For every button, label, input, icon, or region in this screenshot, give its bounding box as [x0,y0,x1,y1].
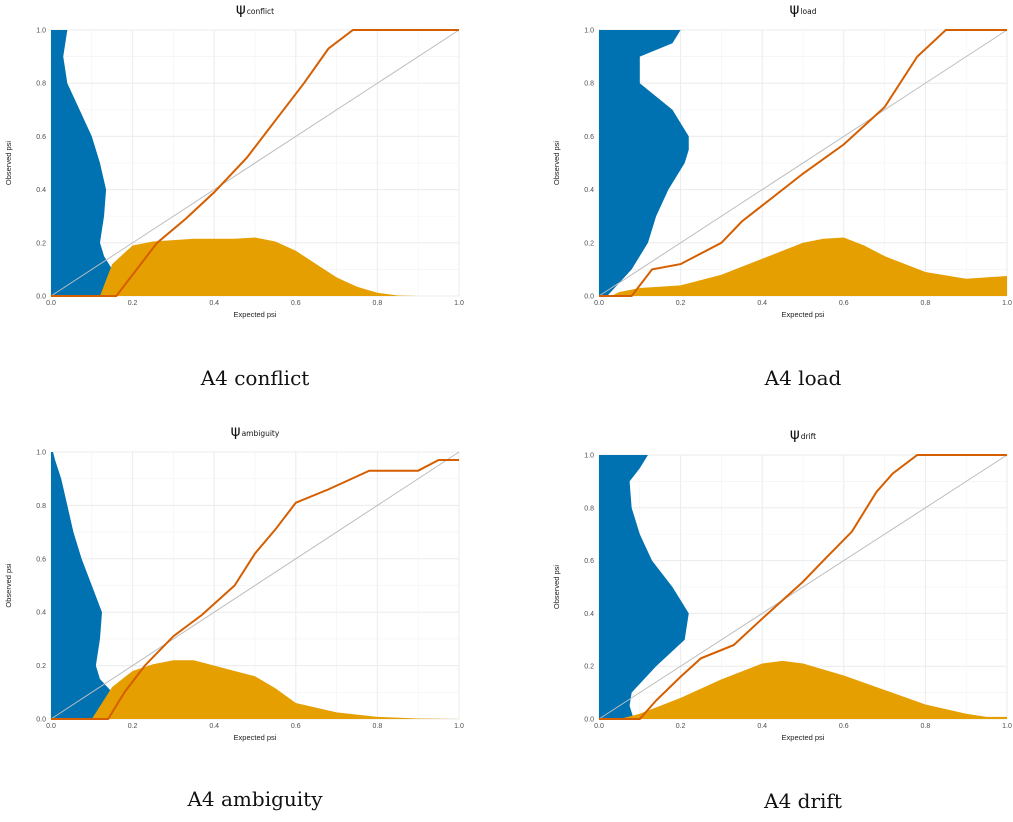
y-tick-label: 0.6 [36,134,46,141]
y-tick-label: 0.0 [36,717,46,724]
x-tick-label: 0.8 [921,300,931,307]
x-tick-label: 0.0 [46,723,56,730]
x-tick-label: 0.6 [291,300,301,307]
x-tick-label: 0.6 [291,723,301,730]
panel-ambiguity: 0.00.0 0.2 0.2 0.4 0.4 0.6 0.6 0.8 0.8 1.0 1.0 Expe… [4,422,464,742]
expected-density-area [611,237,1007,296]
panel-title: ψdrift [790,425,816,443]
panel-conflict: 0.00.0 0.2 0.2 0.4 0.4 0.6 0.6 0.8 0.8 1.0 1.0 Expe… [4,0,464,319]
y-tick-label: 0.8 [36,503,46,510]
expected-density-area [619,660,1007,719]
y-tick-label: 0.2 [584,240,594,247]
y-tick-label: 0.2 [36,240,46,247]
panel-title: ψconflict [236,0,274,18]
title-subscript: conflict [247,7,274,16]
x-tick-label: 1.0 [1002,300,1012,307]
x-tick-label: 0.4 [757,300,767,307]
x-tick-label: 0.2 [128,723,138,730]
title-psi-symbol: ψ [790,0,800,18]
x-tick-label: 0.2 [128,300,138,307]
expected-density-area [91,660,460,719]
y-tick-label: 0.4 [36,187,46,194]
x-axis-label: Expected psi [782,733,825,742]
y-tick-label: 1.0 [584,453,594,460]
observed-density-area [599,30,689,296]
x-axis-label: Expected psi [782,310,825,319]
x-tick-label: 0.6 [839,300,849,307]
y-tick-label: 0.0 [36,294,46,301]
y-tick-label: 1.0 [584,28,594,35]
y-tick-label: 0.2 [36,663,46,670]
x-tick-label: 0.4 [209,300,219,307]
x-tick-label: 0.6 [839,723,849,730]
panel-title: ψambiguity [231,422,280,440]
x-tick-label: 0.4 [757,723,767,730]
x-tick-label: 0.0 [46,300,56,307]
title-psi-symbol: ψ [236,0,246,18]
x-tick-label: 0.0 [594,723,604,730]
calibration-line [599,454,1007,720]
y-tick-label: 0.6 [36,556,46,563]
diagonal-reference-line [598,29,1008,297]
x-axis-label: Expected psi [234,310,277,319]
x-tick-label: 0.2 [676,300,686,307]
y-axis-label: Observed psi [552,141,561,186]
y-tick-label: 0.6 [584,134,594,141]
y-tick-label: 0.4 [584,187,594,194]
observed-density-area [51,30,141,296]
x-tick-label: 0.8 [373,723,383,730]
title-subscript: drift [801,432,816,441]
x-tick-label: 0.0 [594,300,604,307]
expected-density-area [99,237,460,296]
y-axis-label: Observed psi [4,141,13,186]
y-tick-label: 0.2 [584,664,594,671]
caption-a4-ambiguity: A4 ambiguity [187,787,323,811]
y-tick-label: 0.4 [36,610,46,617]
y-tick-label: 0.4 [584,611,594,618]
panel-title: ψload [790,0,817,18]
x-tick-label: 1.0 [454,723,464,730]
panel-drift: 0.00.0 0.2 0.2 0.4 0.4 0.6 0.6 0.8 0.8 1.0 1.0 Expe… [552,425,1012,742]
caption-a4-load: A4 load [764,366,842,390]
diagonal-reference-line [598,454,1008,720]
title-psi-symbol: ψ [790,425,800,443]
x-tick-label: 0.2 [676,723,686,730]
title-subscript: ambiguity [242,429,280,438]
x-tick-label: 1.0 [1002,723,1012,730]
caption-a4-drift: A4 drift [764,789,842,813]
observed-density-area [51,452,141,719]
y-tick-label: 0.0 [584,294,594,301]
y-axis-label: Observed psi [552,565,561,610]
y-tick-label: 1.0 [36,28,46,35]
title-psi-symbol: ψ [231,422,241,440]
x-tick-label: 1.0 [454,300,464,307]
x-tick-label: 0.8 [921,723,931,730]
diagonal-reference-line [50,29,460,297]
x-tick-label: 0.8 [373,300,383,307]
calibration-line [51,459,459,720]
x-axis-label: Expected psi [234,733,277,742]
y-tick-label: 0.8 [36,81,46,88]
y-axis-label: Observed psi [4,563,13,608]
x-tick-label: 0.4 [209,723,219,730]
y-tick-label: 0.8 [584,81,594,88]
calibration-line [599,29,1007,297]
y-tick-label: 1.0 [36,450,46,457]
observed-density-area [599,455,689,719]
y-tick-label: 0.8 [584,505,594,512]
diagonal-reference-line [50,451,460,720]
y-tick-label: 0.6 [584,558,594,565]
calibration-line [51,29,459,297]
panel-load: 0.00.0 0.2 0.2 0.4 0.4 0.6 0.6 0.8 0.8 1.0 1.0 Expe… [552,0,1012,319]
title-subscript: load [800,7,816,16]
caption-a4-conflict: A4 conflict [200,366,310,390]
y-tick-label: 0.0 [584,717,594,724]
